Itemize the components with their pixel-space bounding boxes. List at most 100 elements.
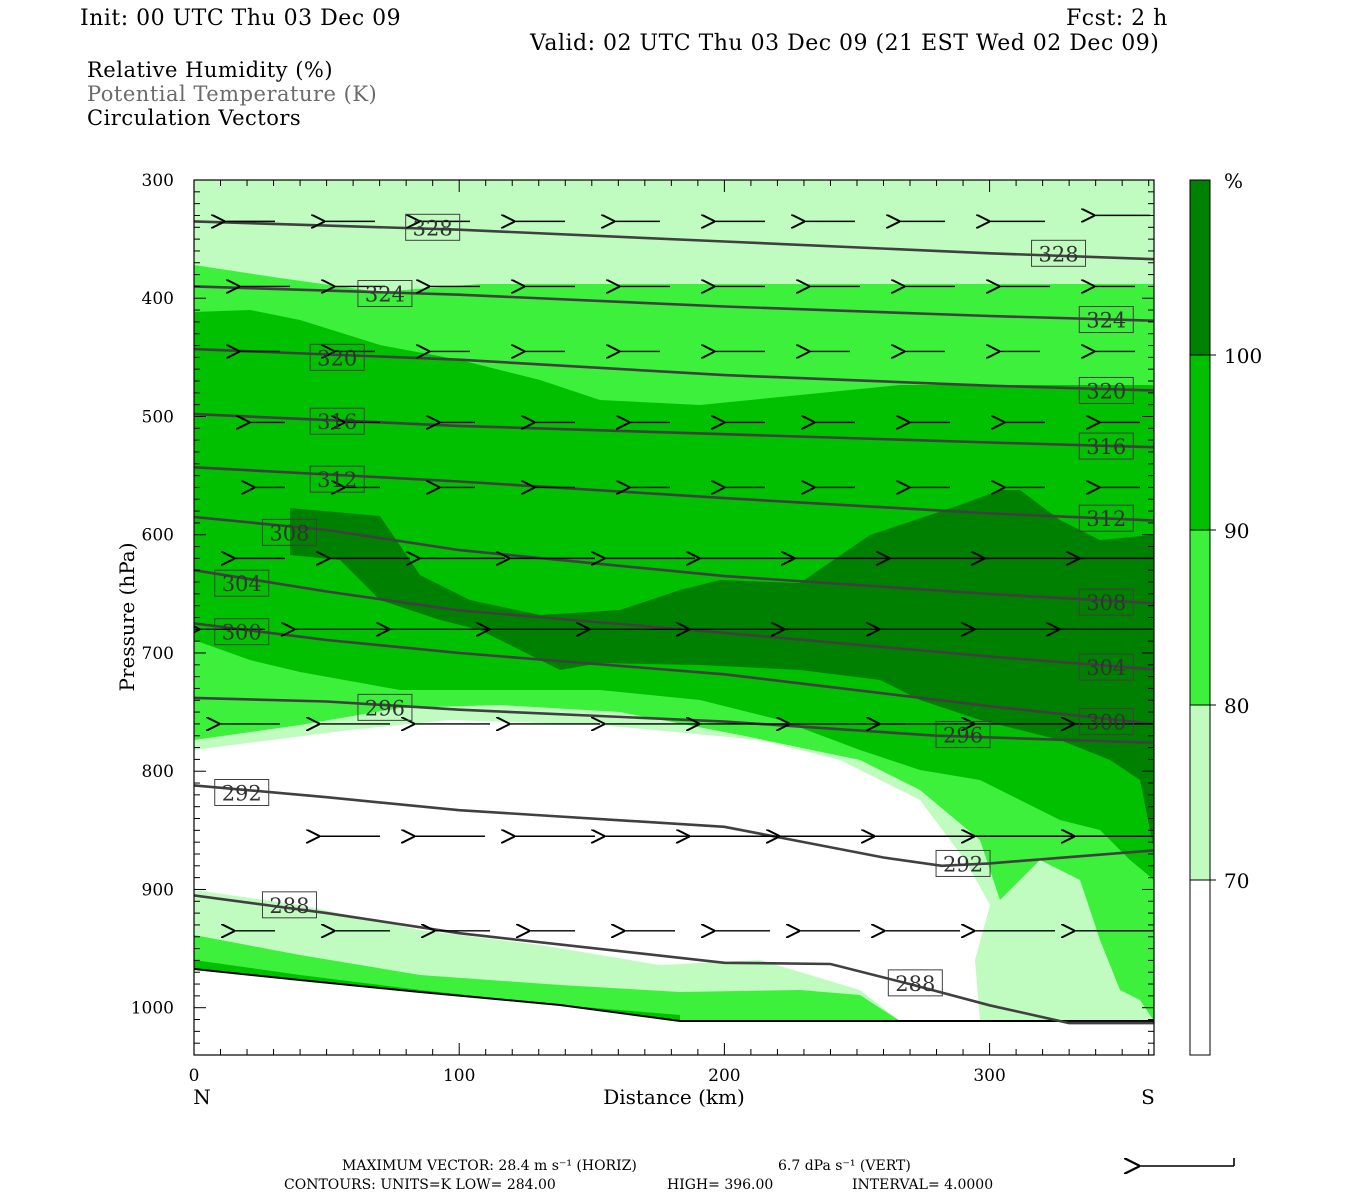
colorbar-label: 90 bbox=[1224, 519, 1249, 543]
contour-label-320: 320 bbox=[1078, 376, 1134, 404]
contour-label-304: 304 bbox=[214, 569, 270, 597]
svg-text:288: 288 bbox=[895, 972, 935, 996]
y-tick-label: 400 bbox=[142, 289, 174, 309]
colorbar-segment bbox=[1190, 530, 1210, 705]
contour-label-316: 316 bbox=[1078, 432, 1134, 460]
y-tick-label: 300 bbox=[142, 171, 174, 191]
contour-label-316: 316 bbox=[309, 407, 365, 435]
colorbar-label: 70 bbox=[1224, 869, 1249, 893]
contour-label-320: 320 bbox=[309, 343, 365, 371]
svg-text:300: 300 bbox=[1086, 711, 1126, 735]
y-tick-label: 800 bbox=[142, 762, 174, 782]
theta-contour-labels: 328 328 324 324 320 320 316 316 312 312 308 308 304 3… bbox=[214, 213, 1134, 997]
theta-contour-320 bbox=[194, 347, 1154, 392]
contour-label-292: 292 bbox=[935, 849, 991, 877]
contour-label-308: 308 bbox=[1078, 588, 1134, 616]
colorbar-label: 80 bbox=[1224, 694, 1249, 718]
footer-max-vert: 6.7 dPa s⁻¹ (VERT) bbox=[778, 1158, 911, 1174]
svg-text:304: 304 bbox=[1086, 656, 1126, 680]
contour-label-308: 308 bbox=[261, 518, 317, 546]
svg-text:316: 316 bbox=[1086, 435, 1126, 459]
footer-max-vector: MAXIMUM VECTOR: 28.4 m s⁻¹ (HORIZ) bbox=[342, 1158, 637, 1174]
colorbar: 100 90 80 70 bbox=[1189, 179, 1262, 1056]
x-tick-label: 100 bbox=[443, 1066, 475, 1086]
x-tick-label: 300 bbox=[973, 1066, 1005, 1086]
y-axis-title: Pressure (hPa) bbox=[115, 543, 139, 692]
x-tick-label: 0 bbox=[189, 1066, 200, 1086]
footer-high: HIGH= 396.00 bbox=[667, 1177, 774, 1193]
theta-contour-304 bbox=[194, 568, 1154, 671]
x-axis-title: Distance (km) bbox=[603, 1085, 745, 1109]
svg-text:328: 328 bbox=[413, 216, 453, 240]
theta-contour-312 bbox=[194, 466, 1154, 522]
colorbar-segment bbox=[1190, 880, 1210, 1055]
theta-contour-300 bbox=[194, 622, 1154, 726]
svg-text:300: 300 bbox=[222, 621, 262, 645]
theta-contour-292 bbox=[194, 784, 1154, 868]
theta-contour-296 bbox=[194, 696, 1154, 745]
y-tick-label: 500 bbox=[142, 407, 174, 427]
y-tick-label: 600 bbox=[142, 526, 174, 546]
y-tick-label: 900 bbox=[142, 880, 174, 900]
contour-label-312: 312 bbox=[1078, 504, 1134, 532]
valid-time: Valid: 02 UTC Thu 03 Dec 09 (21 EST Wed … bbox=[530, 31, 1160, 56]
var-rh-label: Relative Humidity (%) bbox=[87, 58, 334, 82]
colorbar-frame bbox=[1189, 179, 1211, 1056]
svg-text:304: 304 bbox=[222, 572, 262, 596]
svg-text:316: 316 bbox=[317, 410, 357, 434]
svg-text:292: 292 bbox=[943, 852, 983, 876]
rh-band-100 bbox=[290, 490, 1154, 850]
endpoint-right: S bbox=[1141, 1085, 1155, 1109]
terrain-line bbox=[194, 968, 1154, 1022]
colorbar-segment bbox=[1190, 355, 1210, 530]
footer-interval: INTERVAL= 4.0000 bbox=[852, 1177, 994, 1193]
svg-text:320: 320 bbox=[1086, 379, 1126, 403]
x-tick-label: 200 bbox=[708, 1066, 740, 1086]
svg-text:308: 308 bbox=[269, 521, 309, 545]
svg-text:308: 308 bbox=[1086, 591, 1126, 615]
colorbar-label: 100 bbox=[1224, 344, 1262, 368]
footer-contours: CONTOURS: UNITS=K LOW= 284.00 bbox=[284, 1177, 556, 1193]
svg-text:288: 288 bbox=[269, 894, 309, 918]
contour-label-328: 328 bbox=[1031, 239, 1087, 267]
contour-label-300: 300 bbox=[1078, 708, 1134, 736]
contour-label-296: 296 bbox=[357, 693, 413, 721]
y-tick-label: 1000 bbox=[131, 999, 174, 1019]
svg-text:328: 328 bbox=[1038, 242, 1078, 266]
reference-vector bbox=[1140, 1158, 1235, 1166]
contour-label-292: 292 bbox=[214, 779, 270, 806]
contour-label-304: 304 bbox=[1078, 653, 1134, 681]
circulation-vector-layer bbox=[200, 215, 1154, 930]
svg-text:292: 292 bbox=[222, 782, 262, 806]
endpoint-left: N bbox=[193, 1085, 211, 1109]
svg-text:324: 324 bbox=[365, 283, 405, 307]
colorbar-segment bbox=[1190, 180, 1210, 355]
contour-label-296: 296 bbox=[935, 721, 991, 749]
contour-label-300: 300 bbox=[214, 618, 270, 646]
theta-contour-324 bbox=[194, 285, 1154, 322]
y-tick-label: 700 bbox=[142, 644, 174, 664]
svg-text:296: 296 bbox=[365, 696, 405, 720]
contour-label-288: 288 bbox=[887, 969, 943, 997]
forecast-hour: Fcst: 2 h bbox=[1066, 6, 1168, 31]
theta-contour-328 bbox=[194, 220, 1154, 261]
terrain bbox=[194, 969, 1154, 1055]
svg-text:312: 312 bbox=[1086, 507, 1126, 531]
contour-label-328: 328 bbox=[405, 213, 461, 241]
svg-text:312: 312 bbox=[317, 468, 357, 492]
svg-text:296: 296 bbox=[943, 724, 983, 748]
colorbar-segment bbox=[1190, 705, 1210, 880]
init-time: Init: 00 UTC Thu 03 Dec 09 bbox=[80, 6, 402, 31]
contour-label-288: 288 bbox=[261, 891, 317, 919]
var-theta-label: Potential Temperature (K) bbox=[87, 82, 378, 106]
contour-label-324: 324 bbox=[357, 280, 413, 308]
axes: 0 100 200 300 300 400 500 600 700 800 900 1000 bbox=[131, 171, 1154, 1086]
var-vectors-label: Circulation Vectors bbox=[87, 106, 302, 130]
contour-label-324: 324 bbox=[1078, 306, 1134, 334]
svg-text:324: 324 bbox=[1086, 309, 1126, 333]
theta-contour-288 bbox=[194, 894, 1154, 1025]
svg-text:320: 320 bbox=[317, 346, 357, 370]
rh-fill-layer bbox=[194, 180, 1154, 1055]
theta-contour-layer bbox=[194, 220, 1154, 1025]
